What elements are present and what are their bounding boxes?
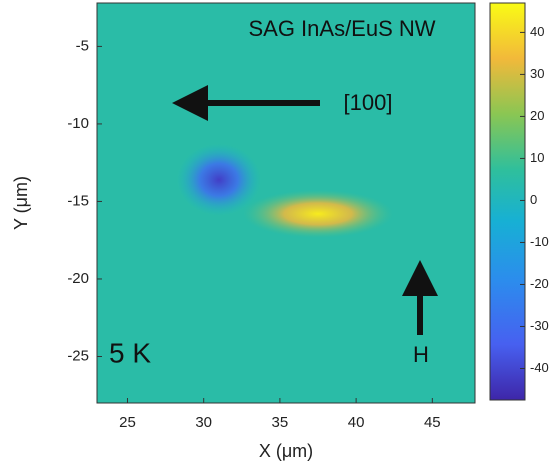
colorbar-tick-label: 30	[530, 66, 544, 81]
colorbar	[489, 2, 526, 401]
heatmap	[97, 3, 475, 403]
x-tick-label: 30	[195, 414, 212, 431]
y-tick-label: -15	[67, 192, 89, 209]
x-tick-label: 40	[348, 414, 365, 431]
x-tick-label: 35	[272, 414, 289, 431]
y-tick-label: -10	[67, 115, 89, 132]
heatmap-feature	[176, 143, 261, 216]
heatmap-feature	[243, 189, 394, 238]
colorbar-tick-label: 10	[530, 150, 544, 165]
colorbar-tick-label: -40	[530, 360, 549, 375]
plot-frame	[96, 2, 476, 404]
x-tick-label: 45	[424, 414, 441, 431]
title: SAG InAs/EuS NW	[248, 16, 435, 41]
temperature-label: 5 K	[109, 337, 151, 368]
x-axis-label: X (μm)	[259, 441, 313, 461]
colorbar-tick-label: -30	[530, 318, 549, 333]
colorbar-tick-label: 20	[530, 108, 544, 123]
y-tick-label: -5	[76, 37, 89, 54]
y-axis-label: Y (μm)	[11, 176, 31, 230]
y-tick-label: -20	[67, 270, 89, 287]
colorbar-tick-label: 40	[530, 24, 544, 39]
colorbar-tick-label: -10	[530, 234, 549, 249]
direction-label: [100]	[344, 90, 393, 115]
x-tick-label: 25	[119, 414, 136, 431]
field-label: H	[413, 342, 429, 367]
y-tick-label: -25	[67, 347, 89, 364]
colorbar-tick-label: -20	[530, 276, 549, 291]
colorbar-tick-label: 0	[530, 192, 537, 207]
